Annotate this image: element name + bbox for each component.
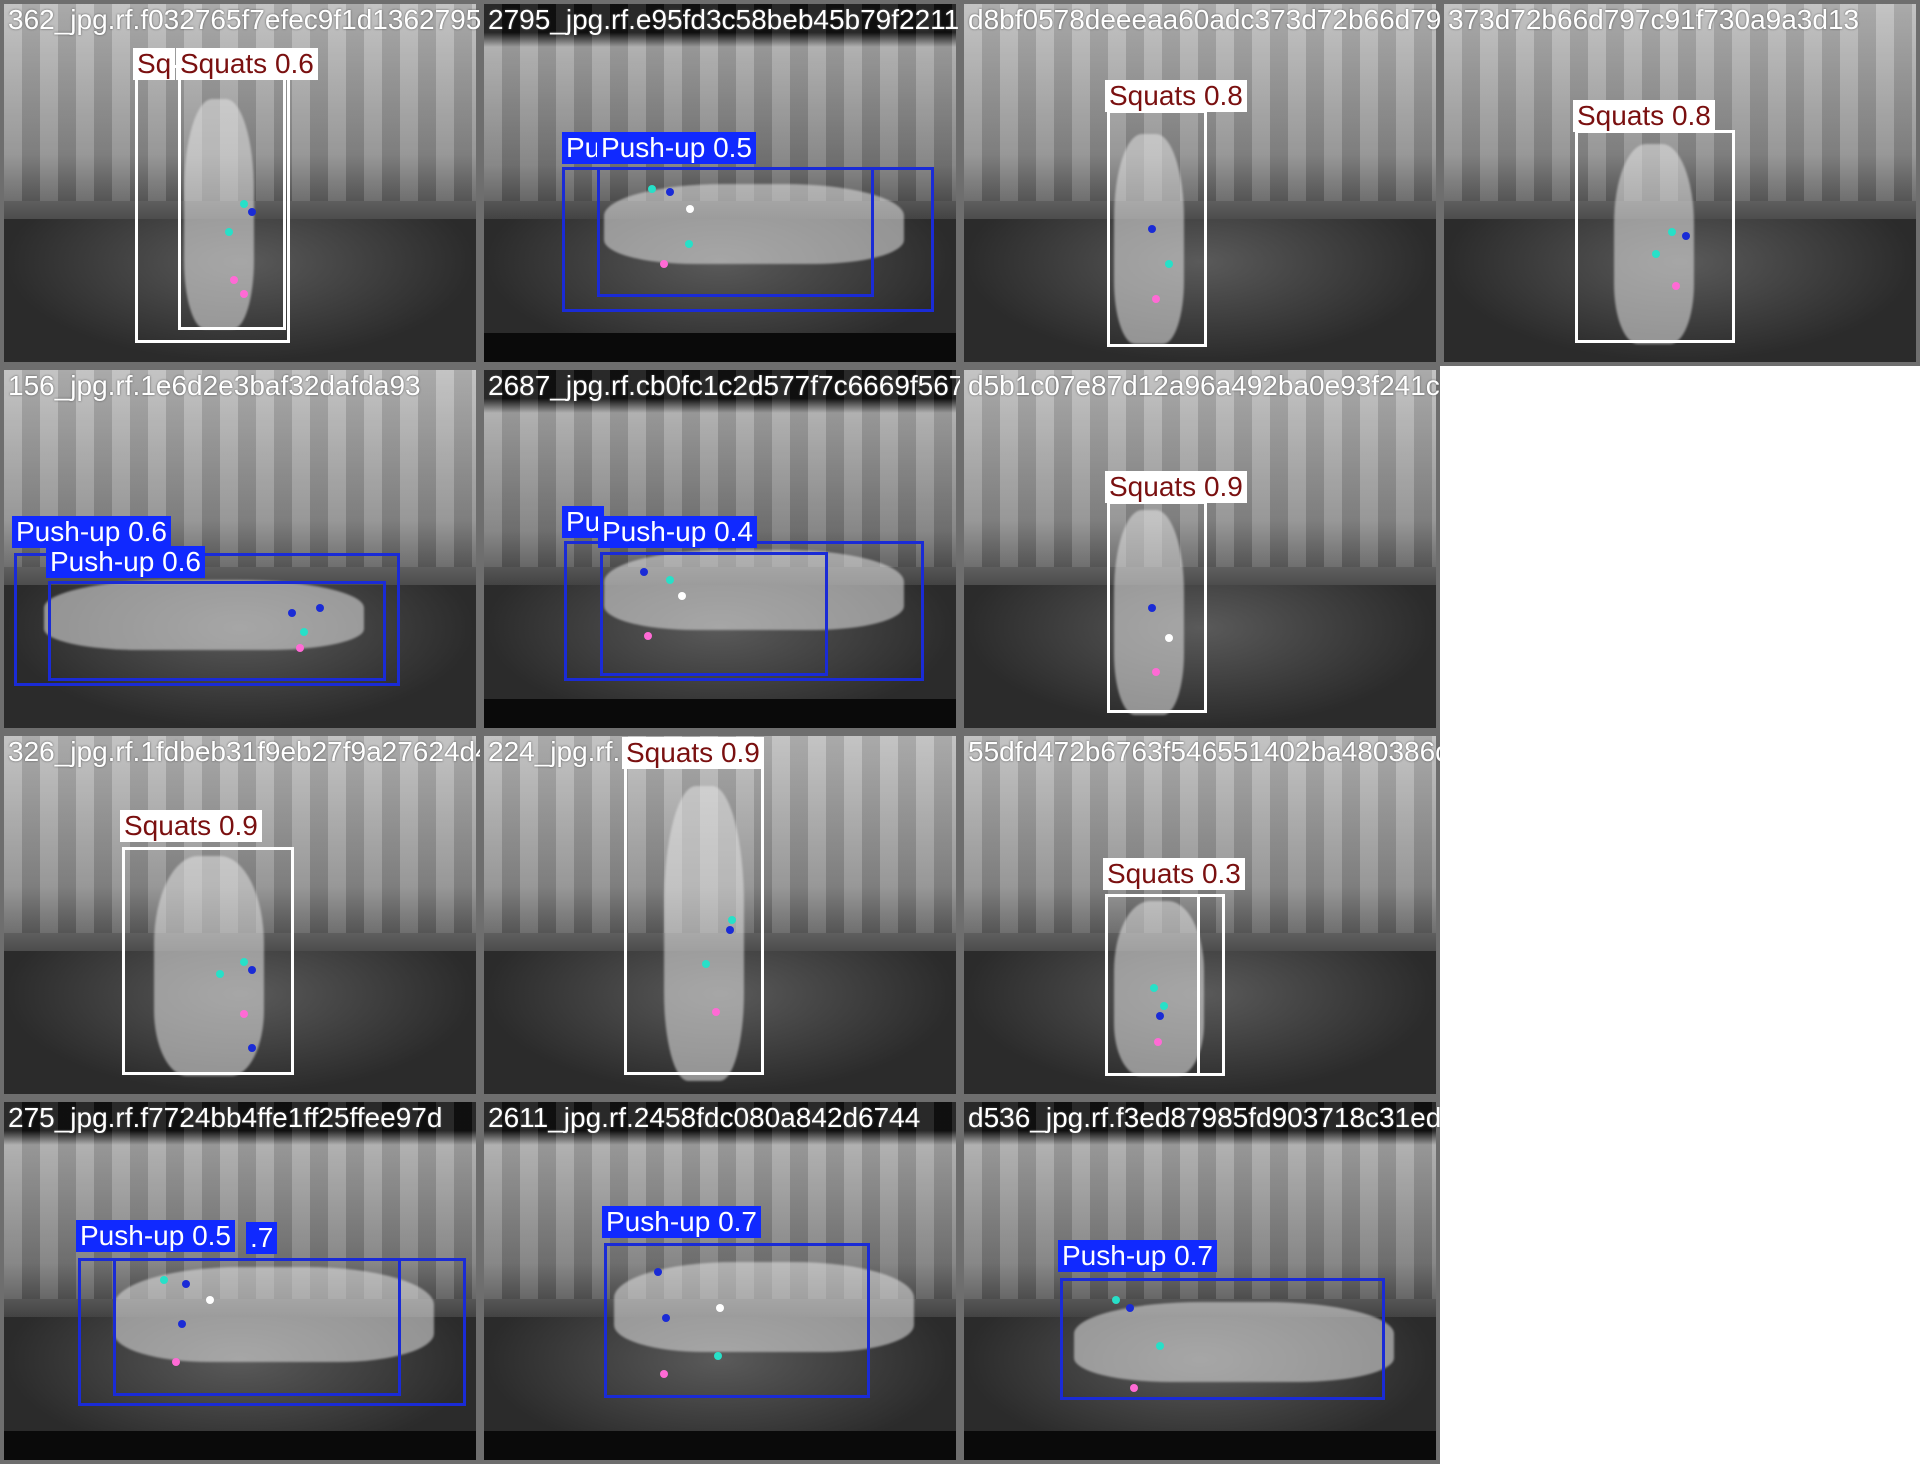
squats-detection-box: [178, 65, 286, 330]
image-tile: Pu Push-up 0.5 2795_jpg.rf.e95fd3c58beb4…: [480, 0, 960, 366]
image-filename: d8bf0578deeeaa60adc373d72b66d797c91f730a…: [968, 4, 1440, 35]
pushup-detection-box: [14, 553, 400, 686]
pushup-detection-box: [1060, 1278, 1385, 1400]
pushup-detection-box: [113, 1258, 401, 1396]
detection-label: Push-up 0.7: [1058, 1240, 1217, 1272]
image-tile: Pu Push-up 0.4 2687_jpg.rf.cb0fc1c2d577f…: [480, 366, 960, 732]
image-filename: 224_jpg.rf.: [488, 736, 621, 767]
detection-label: Squats 0.9: [120, 810, 262, 842]
image-filename: 275_jpg.rf.f7724bb4ffe1ff25ffee97d: [8, 1102, 443, 1133]
pushup-detection-box: [597, 167, 874, 297]
squats-detection-box: [1105, 894, 1200, 1076]
squats-detection-box: [1107, 110, 1207, 347]
image-filename: 55dfd472b6763f546551402ba480386d74da3aa4…: [968, 736, 1440, 767]
squats-detection-box: [1107, 501, 1207, 713]
image-tile: Push-up 0.7 2611_jpg.rf.2458fdc080a842d6…: [480, 1098, 960, 1464]
image-tile: Squats 0.9 d5b1c07e87d12a96a492ba0e93f24…: [960, 366, 1440, 732]
image-filename: 362_jpg.rf.f032765f7efec9f1d1362795f9e7: [8, 4, 480, 35]
image-tile: Push-up 0.6 Push-up 0.6 156_jpg.rf.1e6d2…: [0, 366, 480, 732]
image-filename: 326_jpg.rf.1fdbeb31f9eb27f9a27624d4f0: [8, 736, 480, 767]
detection-label: Push-up 0.5: [76, 1220, 235, 1252]
image-tile: Squats 0.8 373d72b66d797c91f730a9a3d13: [1440, 0, 1920, 366]
photo: [964, 736, 1436, 1094]
detection-label: Push-up 0.6: [46, 546, 205, 578]
image-tile: Push-up 0.7 d536_jpg.rf.f3ed87985fd90371…: [960, 1098, 1440, 1464]
photo: [484, 1102, 956, 1460]
image-tile: .7 Push-up 0.5 275_jpg.rf.f7724bb4ffe1ff…: [0, 1098, 480, 1464]
image-tile: Squats 0.9 224_jpg.rf.: [480, 732, 960, 1098]
photo: [4, 1102, 476, 1460]
detection-label: Sq: [133, 48, 176, 80]
detection-label: Squats 0.6: [176, 48, 318, 80]
image-filename: 373d72b66d797c91f730a9a3d13: [1448, 4, 1860, 35]
image-filename: d5b1c07e87d12a96a492ba0e93f241c: [968, 370, 1440, 401]
image-filename: 2687_jpg.rf.cb0fc1c2d577f7c6669f567c6cd5: [488, 370, 960, 401]
image-tile: Squats 0.9 326_jpg.rf.1fdbeb31f9eb27f9a2…: [0, 732, 480, 1098]
image-filename: 2795_jpg.rf.e95fd3c58beb45b79f2211b9c3bd…: [488, 4, 960, 35]
detection-label: Pu: [562, 506, 605, 538]
image-filename: d536_jpg.rf.f3ed87985fd903718c31eda0e755…: [968, 1102, 1440, 1133]
photo: [964, 4, 1436, 362]
detection-label: Push-up 0.5: [597, 132, 756, 164]
pushup-detection-box: [600, 552, 828, 676]
detection-label: Push-up 0.7: [602, 1206, 761, 1238]
image-tile: Squats 0.3 55dfd472b6763f546551402ba4803…: [960, 732, 1440, 1098]
detection-label: Squats 0.8: [1573, 100, 1715, 132]
squats-detection-box: [122, 847, 294, 1075]
detection-label: Squats 0.8: [1105, 80, 1247, 112]
detection-label: Squats 0.3: [1103, 858, 1245, 890]
image-tile: Sq Squats 0.6 362_jpg.rf.f032765f7efec9f…: [0, 0, 480, 366]
image-filename: 2611_jpg.rf.2458fdc080a842d6744: [488, 1102, 921, 1133]
squats-detection-box: [1575, 130, 1735, 343]
squats-detection-box: [624, 762, 764, 1075]
detection-label: Push-up 0.6: [12, 516, 171, 548]
pushup-detection-box: [48, 581, 386, 681]
photo: [964, 370, 1436, 728]
image-tile: Squats 0.8 d8bf0578deeeaa60adc373d72b66d…: [960, 0, 1440, 366]
detection-label: Squats 0.9: [1105, 471, 1247, 503]
image-filename: 156_jpg.rf.1e6d2e3baf32dafda93: [8, 370, 421, 401]
detection-label: Squats 0.9: [622, 737, 764, 769]
detection-label: .7: [246, 1222, 278, 1254]
detection-label: Push-up 0.4: [598, 516, 757, 548]
pushup-detection-box: [604, 1243, 870, 1398]
